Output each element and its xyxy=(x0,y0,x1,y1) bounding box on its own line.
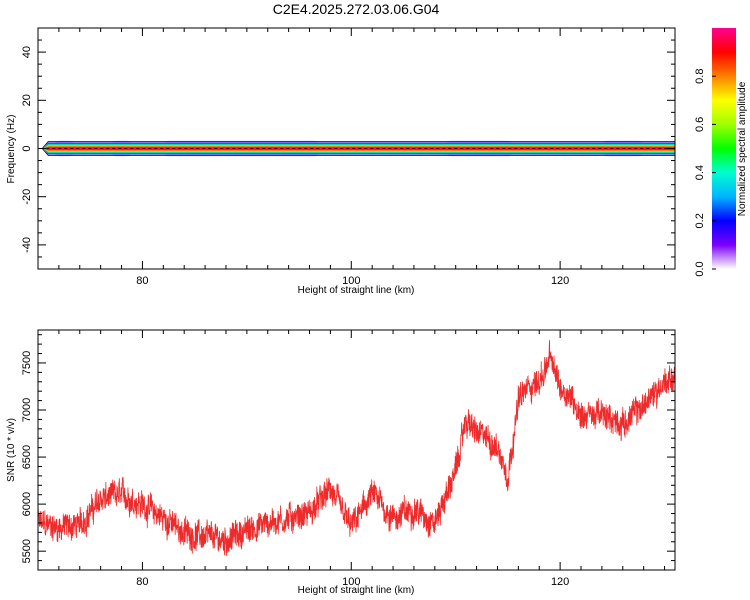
colorbar-tick-label: 0.2 xyxy=(694,213,706,228)
spectrogram-y-axis-label: Frequency (Hz) xyxy=(6,115,17,184)
y-tick-label-6500: 6500 xyxy=(21,445,33,469)
x-tick-label-120: 120 xyxy=(551,576,569,588)
snr-x-axis-label: Height of straight line (km) xyxy=(298,585,415,596)
snr-panel: 5500 6000 6500 7000 7500 80 100 120 Height of … xyxy=(6,329,676,596)
y-tick-label-6000: 6000 xyxy=(21,492,33,516)
y-tick-label-40: 40 xyxy=(21,46,33,58)
spectrogram-ticks xyxy=(37,27,675,270)
y-tick-label-0: 0 xyxy=(21,145,33,151)
spectrogram-y-tick-labels: -40 -20 0 20 40 xyxy=(21,46,33,253)
spectrogram-panel: -40 -20 0 20 40 80 100 120 Height of straight … xyxy=(6,27,676,296)
snr-y-axis-label: SNR (10 * v/v) xyxy=(6,418,17,482)
colorbar-tick-label: 0.6 xyxy=(694,117,706,132)
y-tick-label-7000: 7000 xyxy=(21,398,33,422)
snr-x-tick-labels: 80 100 120 xyxy=(136,576,569,588)
x-tick-label-120: 120 xyxy=(551,275,569,287)
spectrogram-area xyxy=(41,140,675,157)
colorbar-label: Normalized spectral amplitude xyxy=(737,81,748,216)
y-tick-label-20: 20 xyxy=(21,94,33,106)
y-tick-label--20: -20 xyxy=(21,189,33,205)
figure-title: C2E4.2025.272.03.06.G04 xyxy=(273,1,440,17)
x-tick-label-80: 80 xyxy=(136,576,148,588)
x-tick-label-80: 80 xyxy=(136,275,148,287)
signal-band-contour xyxy=(41,141,675,156)
x-tick-label-100: 100 xyxy=(342,576,360,588)
snr-series-line xyxy=(38,340,675,556)
x-tick-label-100: 100 xyxy=(342,275,360,287)
y-tick-label-5500: 5500 xyxy=(21,539,33,563)
y-tick-label--40: -40 xyxy=(21,237,33,253)
snr-frame xyxy=(37,329,676,571)
colorbar-tick-label: 0.4 xyxy=(694,165,706,180)
colorbar-tick-label: 0.0 xyxy=(694,261,706,276)
snr-plot-area xyxy=(38,340,675,556)
snr-y-tick-labels: 5500 6000 6500 7000 7500 xyxy=(21,351,33,564)
colorbar-ticks: 0.0 0.2 0.4 0.6 0.8 xyxy=(694,69,716,277)
spectrogram-x-axis-label: Height of straight line (km) xyxy=(298,285,415,296)
spectrogram-x-tick-labels: 80 100 120 xyxy=(136,275,569,287)
colorbar-gradient xyxy=(712,28,736,269)
colorbar: 0.0 0.2 0.4 0.6 0.8 Normalized spectral ampl… xyxy=(694,28,748,277)
colorbar-tick-label: 0.8 xyxy=(694,69,706,84)
y-tick-label-7500: 7500 xyxy=(21,351,33,375)
snr-ticks xyxy=(37,330,675,571)
